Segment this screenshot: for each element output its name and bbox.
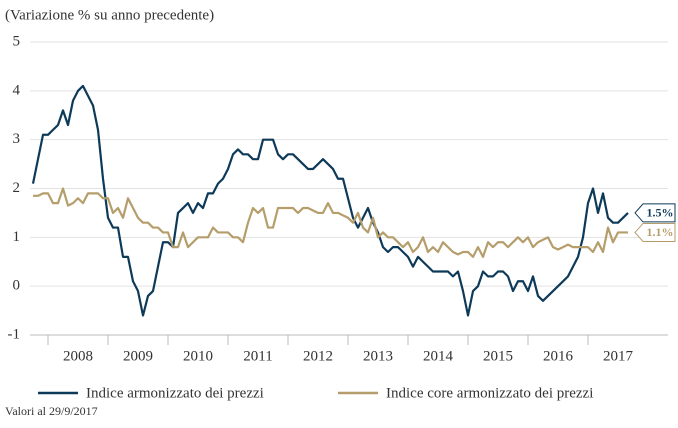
y-tick-label: 0 bbox=[13, 278, 21, 294]
x-tick-label: 2013 bbox=[363, 348, 393, 364]
y-tick-label: 5 bbox=[13, 33, 21, 49]
x-tick-label: 2010 bbox=[183, 348, 213, 364]
x-tick-label: 2012 bbox=[303, 348, 333, 364]
series-line bbox=[33, 187, 628, 258]
value-label: 1.1% bbox=[647, 225, 674, 239]
series-line bbox=[31, 84, 629, 317]
label-callout bbox=[634, 222, 676, 242]
value-label: 1.5% bbox=[647, 206, 674, 220]
y-tick-label: 2 bbox=[13, 180, 21, 196]
y-tick-label: 3 bbox=[13, 131, 21, 147]
legend-label: Indice armonizzato dei prezzi bbox=[86, 385, 264, 401]
legend-label: Indice core armonizzato dei prezzi bbox=[386, 385, 593, 401]
y-tick-label: 1 bbox=[13, 229, 21, 245]
y-tick-label: -1 bbox=[8, 326, 21, 342]
x-tick-label: 2011 bbox=[243, 348, 272, 364]
y-tick-label: 4 bbox=[13, 82, 21, 98]
x-tick-label: 2014 bbox=[423, 348, 454, 364]
x-tick-label: 2008 bbox=[63, 348, 93, 364]
footnote: Valori al 29/9/2017 bbox=[5, 404, 98, 418]
x-tick-label: 2016 bbox=[543, 348, 574, 364]
x-tick-label: 2009 bbox=[123, 348, 153, 364]
x-tick-label: 2017 bbox=[603, 348, 634, 364]
x-tick-label: 2015 bbox=[483, 348, 513, 364]
label-callout bbox=[634, 203, 676, 223]
chart-title: (Variazione % su anno precedente) bbox=[5, 7, 214, 23]
